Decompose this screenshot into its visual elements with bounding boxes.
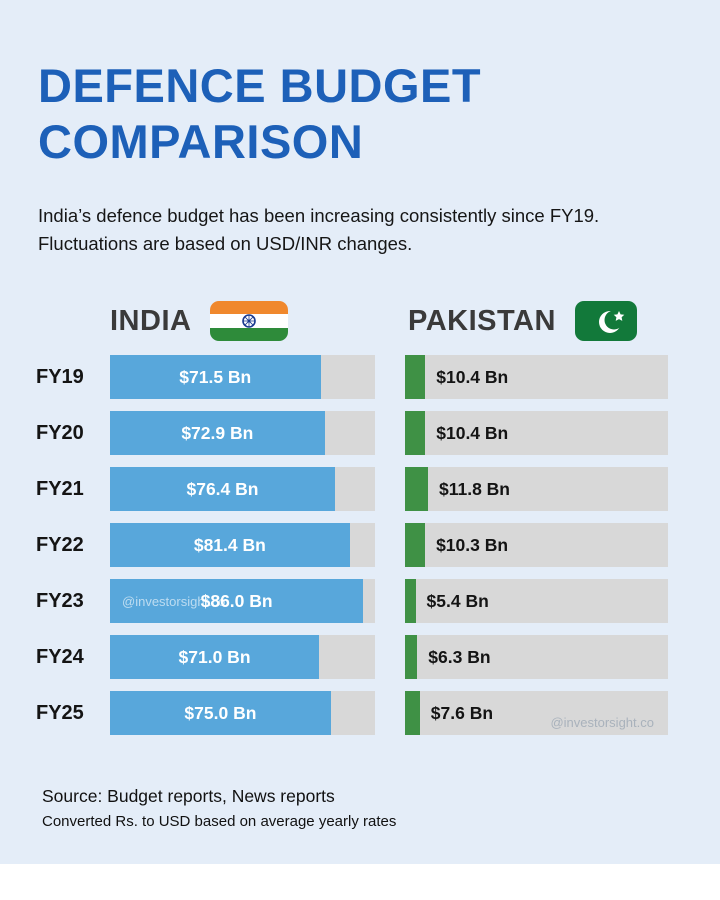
india-flag-icon <box>210 301 289 341</box>
page-subtitle-line1: India’s defence budget has been increasi… <box>38 205 600 226</box>
fy-label: FY20 <box>36 421 84 444</box>
pakistan-bar-track: $7.6 Bn @investorsight.co <box>405 691 668 735</box>
india-bar-value: $72.9 Bn <box>181 422 254 443</box>
india-bar-track: $81.4 Bn <box>110 523 375 567</box>
pakistan-bar-value: $5.4 Bn <box>426 590 489 611</box>
watermark-text: @investorsight.co <box>550 715 654 730</box>
row-fy24: FY24 $71.0 Bn $6.3 Bn <box>0 635 720 679</box>
pakistan-bar-track: $10.4 Bn <box>405 411 668 455</box>
fy-label: FY19 <box>36 365 84 388</box>
pakistan-bar <box>405 355 426 399</box>
pakistan-bar <box>405 579 416 623</box>
pakistan-bar <box>405 635 418 679</box>
india-bar: $81.4 Bn <box>110 523 350 567</box>
india-bar-track: @investorsight.co $86.0 Bn <box>110 579 375 623</box>
pakistan-column-label: PAKISTAN <box>408 304 556 337</box>
pakistan-bar-value: $10.4 Bn <box>436 366 509 387</box>
fy-label: FY25 <box>36 701 84 724</box>
pakistan-bar-value: $10.3 Bn <box>436 534 509 555</box>
india-bar-track: $71.0 Bn <box>110 635 375 679</box>
pakistan-bar-track: $10.3 Bn <box>405 523 668 567</box>
pakistan-bar <box>405 523 426 567</box>
page-title-line2: COMPARISON <box>38 115 364 169</box>
pakistan-bar-value: $7.6 Bn <box>430 702 494 723</box>
column-header-india: INDIA <box>110 298 289 344</box>
india-bar-value: $71.0 Bn <box>178 646 251 667</box>
india-bar-track: $76.4 Bn <box>110 467 375 511</box>
watermark-text: @investorsight.co <box>122 593 226 609</box>
source-line1: Source: Budget reports, News reports <box>42 786 335 806</box>
page-title-line1: DEFENCE BUDGET <box>38 59 482 112</box>
bar-chart: FY19 $71.5 Bn $10.4 Bn FY20 $72.9 Bn $10… <box>0 355 720 747</box>
india-bar-track: $71.5 Bn <box>110 355 375 399</box>
india-bar-track: $72.9 Bn <box>110 411 375 455</box>
pakistan-bar <box>405 691 420 735</box>
row-fy21: FY21 $76.4 Bn $11.8 Bn <box>0 467 720 511</box>
pakistan-bar <box>405 411 426 455</box>
india-bar: $72.9 Bn <box>110 411 325 455</box>
india-column-label: INDIA <box>110 304 192 337</box>
fy-label: FY22 <box>36 533 84 556</box>
page-subtitle: India’s defence budget has been increasi… <box>38 202 599 258</box>
row-fy22: FY22 $81.4 Bn $10.3 Bn <box>0 523 720 567</box>
fy-label: FY21 <box>36 477 84 500</box>
column-header-pakistan: PAKISTAN <box>408 298 638 344</box>
india-bar-value: $81.4 Bn <box>193 534 266 555</box>
india-bar: $71.0 Bn <box>110 635 320 679</box>
fy-label: FY23 <box>36 589 84 612</box>
pakistan-bar-track: $5.4 Bn <box>405 579 668 623</box>
source-note: Source: Budget reports, News reports Con… <box>42 786 396 830</box>
india-bar: $71.5 Bn <box>110 355 321 399</box>
pakistan-flag-icon <box>574 301 637 341</box>
row-fy25: FY25 $75.0 Bn $7.6 Bn @investorsight.co <box>0 691 720 735</box>
india-bar-value: $86.0 Bn <box>200 590 273 611</box>
pakistan-bar-track: $10.4 Bn <box>405 355 668 399</box>
row-fy23: FY23 @investorsight.co $86.0 Bn $5.4 Bn <box>0 579 720 623</box>
india-bar: $76.4 Bn <box>110 467 335 511</box>
page-title: DEFENCE BUDGET COMPARISON <box>38 58 481 171</box>
india-bar-value: $71.5 Bn <box>179 366 252 387</box>
fy-label: FY24 <box>36 645 84 668</box>
india-bar-track: $75.0 Bn <box>110 691 375 735</box>
pakistan-bar-track: $11.8 Bn <box>405 467 668 511</box>
row-fy20: FY20 $72.9 Bn $10.4 Bn <box>0 411 720 455</box>
india-bar-value: $76.4 Bn <box>186 478 259 499</box>
india-bar: @investorsight.co $86.0 Bn <box>110 579 364 623</box>
pakistan-bar-value: $11.8 Bn <box>438 478 511 499</box>
pakistan-bar-value: $6.3 Bn <box>428 646 491 667</box>
page-subtitle-line2: Fluctuations are based on USD/INR change… <box>38 232 413 254</box>
india-bar-value: $75.0 Bn <box>184 702 257 723</box>
row-fy19: FY19 $71.5 Bn $10.4 Bn <box>0 355 720 399</box>
pakistan-bar-value: $10.4 Bn <box>436 422 509 443</box>
pakistan-bar-track: $6.3 Bn <box>405 635 668 679</box>
pakistan-bar <box>405 467 428 511</box>
india-bar: $75.0 Bn <box>110 691 331 735</box>
bottom-white-strip <box>0 864 720 900</box>
source-line2: Converted Rs. to USD based on average ye… <box>42 813 397 830</box>
